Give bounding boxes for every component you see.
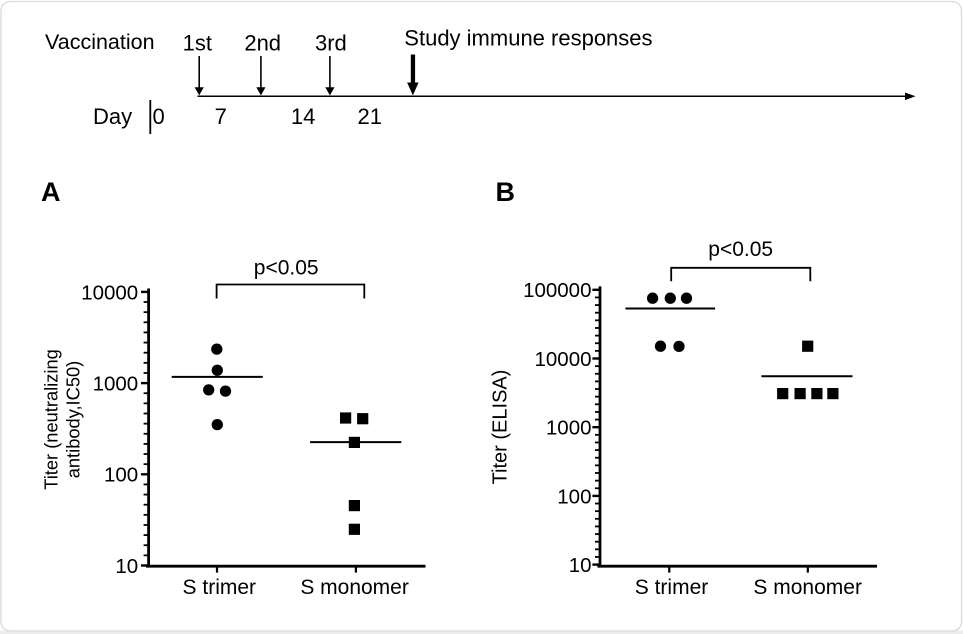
svg-text:antibody,IC50): antibody,IC50): [62, 361, 83, 479]
svg-text:100000: 100000: [523, 279, 591, 302]
svg-text:S trimer: S trimer: [183, 576, 257, 599]
svg-text:1000: 1000: [93, 373, 139, 396]
svg-text:10: 10: [115, 555, 138, 578]
svg-text:Day: Day: [93, 104, 132, 129]
svg-text:2nd: 2nd: [244, 31, 281, 56]
svg-text:S trimer: S trimer: [635, 576, 709, 599]
svg-text:1000: 1000: [546, 417, 592, 440]
svg-text:10000: 10000: [534, 348, 591, 371]
svg-text:1st: 1st: [183, 31, 212, 56]
svg-text:3rd: 3rd: [315, 31, 347, 56]
svg-text:S monomer: S monomer: [300, 576, 409, 599]
svg-text:S monomer: S monomer: [753, 576, 862, 599]
svg-text:A: A: [41, 177, 61, 207]
svg-text:B: B: [496, 177, 516, 207]
svg-text:10: 10: [569, 554, 592, 577]
svg-text:100: 100: [557, 485, 591, 508]
svg-text:14: 14: [291, 104, 315, 129]
svg-text:100: 100: [104, 464, 138, 487]
svg-text:Study immune responses: Study immune responses: [404, 25, 652, 50]
svg-text:Titer (ELISA): Titer (ELISA): [490, 370, 512, 485]
svg-text:Vaccination: Vaccination: [45, 30, 155, 54]
svg-text:p<0.05: p<0.05: [708, 238, 773, 261]
svg-text:10000: 10000: [81, 281, 138, 304]
svg-text:21: 21: [357, 104, 381, 129]
svg-text:0: 0: [152, 104, 164, 129]
svg-text:Titer (neutralizing: Titer (neutralizing: [41, 349, 62, 490]
svg-text:7: 7: [215, 104, 227, 129]
svg-text:p<0.05: p<0.05: [254, 257, 319, 280]
